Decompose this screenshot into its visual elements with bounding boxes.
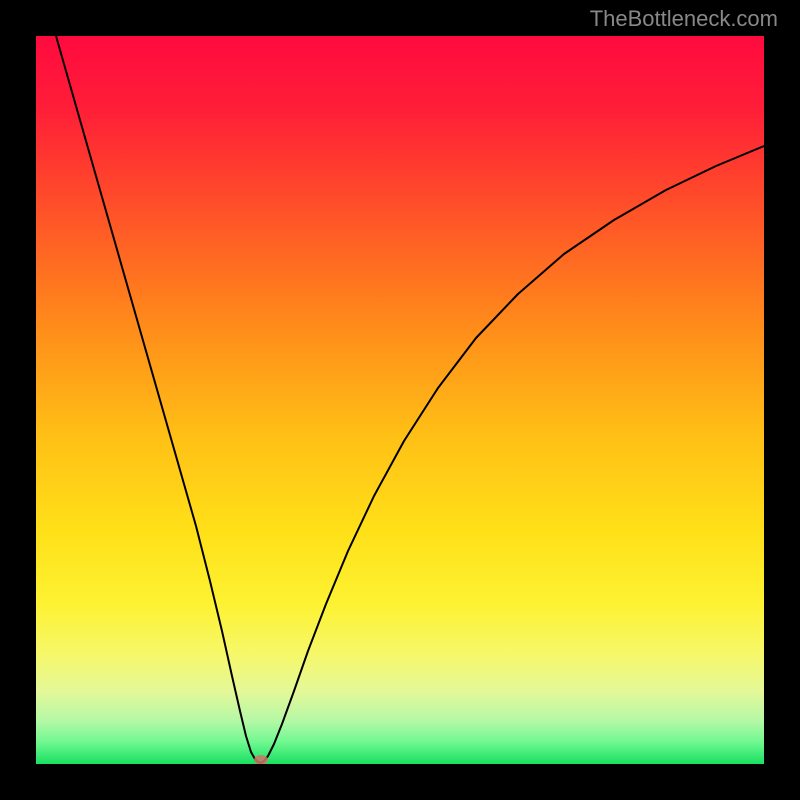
plot-area (36, 36, 764, 764)
curve-svg (36, 36, 764, 764)
watermark-label: TheBottleneck.com (590, 6, 778, 32)
bottleneck-curve (56, 36, 764, 763)
minimum-marker (254, 755, 268, 764)
